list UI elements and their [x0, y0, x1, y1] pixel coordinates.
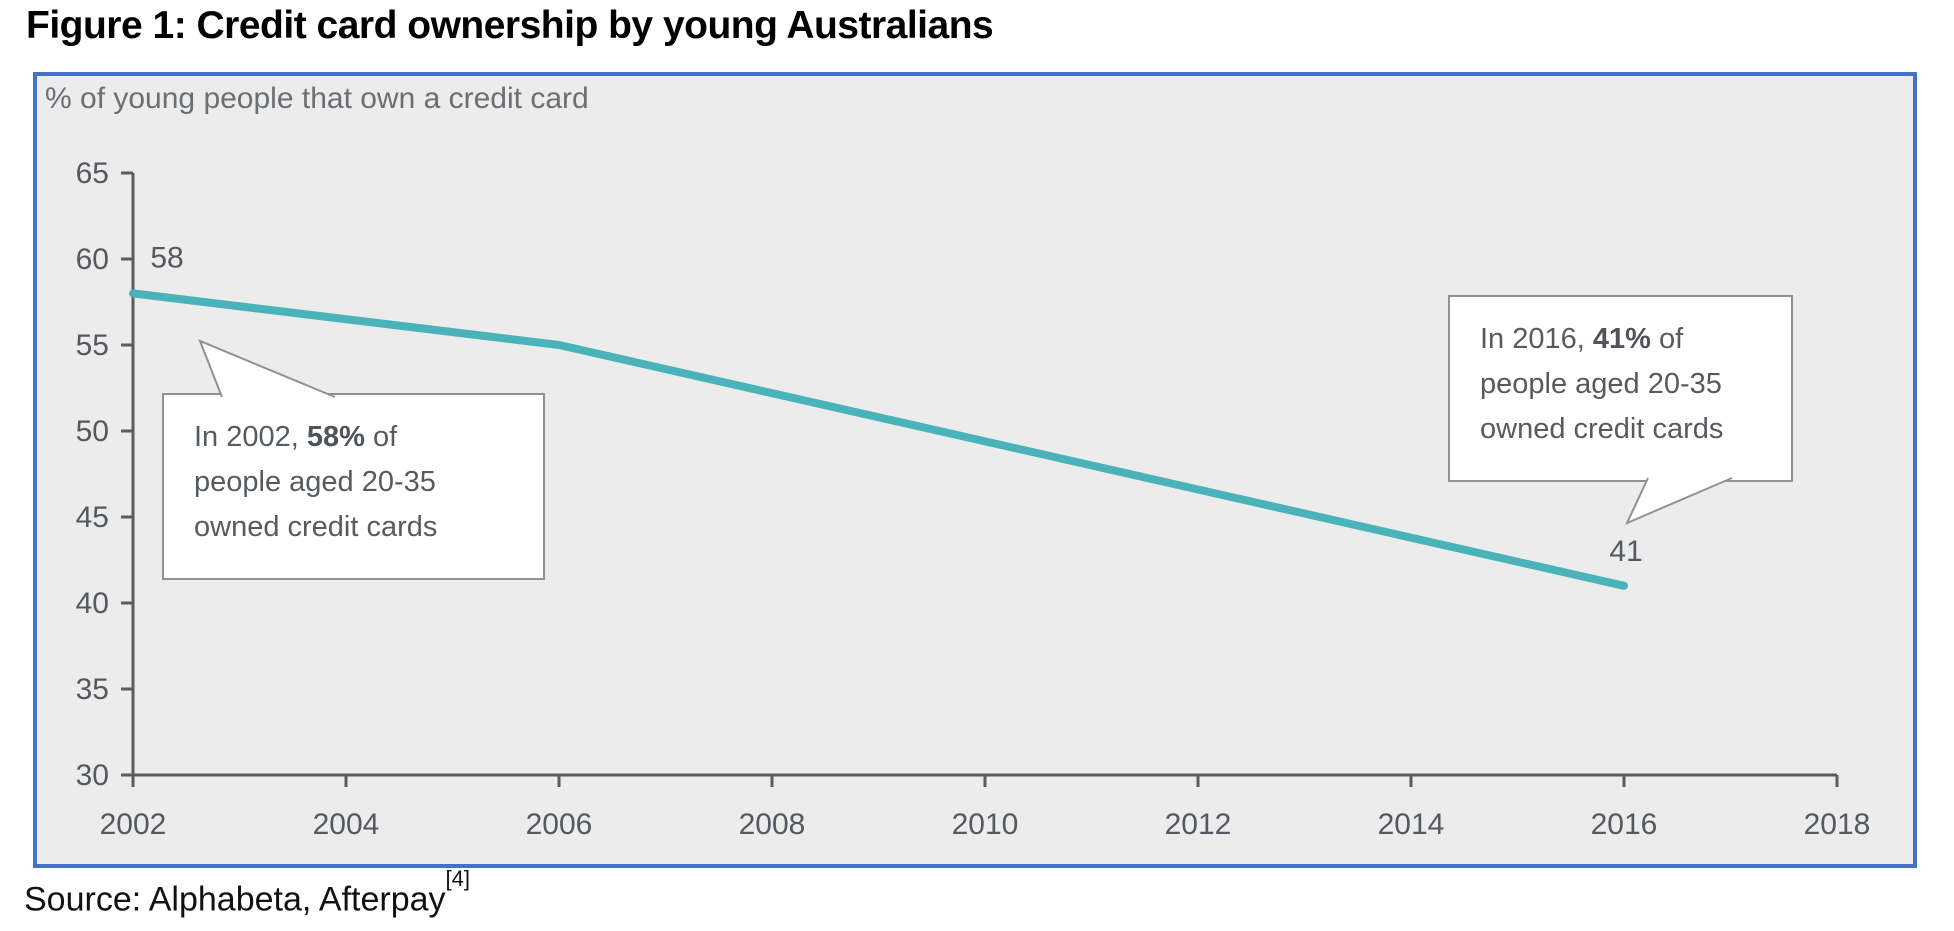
data-point-label: 58	[150, 241, 183, 274]
callout-2016: In 2016, 41% of people aged 20-35 owned …	[1448, 295, 1793, 482]
callout-2002-value: 58%	[306, 421, 365, 453]
y-axis-tick-label: 40	[76, 587, 109, 620]
x-axis-tick-label: 2016	[1591, 808, 1658, 841]
chart-area: 30 35 40 45 50 55 60 65 2002 2004 2006 2008 2010 2012…	[33, 72, 1917, 868]
callout-2016-line2: people aged 20-35	[1480, 368, 1722, 400]
line-chart-plot: 30 35 40 45 50 55 60 65 2002 2004 2006 2008 2010 2012…	[76, 157, 1871, 841]
source-note: Source: Alphabeta, Afterpay[4]	[24, 866, 470, 919]
credit-card-ownership-line	[129, 289, 1628, 590]
callout-2002-line2: people aged 20-35	[194, 466, 436, 498]
source-footnote-ref: [4]	[445, 866, 470, 891]
callout-2016-line3: owned credit cards	[1480, 413, 1724, 445]
x-axis-tick-label: 2014	[1378, 808, 1445, 841]
callout-2016-value: 41%	[1592, 323, 1651, 355]
callout-2016-line1: In 2016, 41% of	[1480, 323, 1684, 355]
x-axis-tick-label: 2006	[526, 808, 593, 841]
figure-title: Figure 1: Credit card ownership by young…	[26, 4, 994, 47]
x-axis-tick-label: 2004	[313, 808, 380, 841]
x-axis-tick-label: 2010	[952, 808, 1019, 841]
y-axis-tick-label: 55	[76, 329, 109, 362]
callout-2002-line1: In 2002, 58% of	[194, 421, 398, 453]
y-axis-tick-label: 65	[76, 157, 109, 190]
callout-2002: In 2002, 58% of people aged 20-35 owned …	[162, 393, 545, 580]
data-point-label: 41	[1609, 535, 1642, 568]
chart-subtitle: % of young people that own a credit card	[45, 82, 589, 115]
y-axis-tick-label: 35	[76, 673, 109, 706]
y-axis-tick-label: 45	[76, 501, 109, 534]
x-axis-tick-label: 2018	[1804, 808, 1871, 841]
x-axis-tick-label: 2012	[1165, 808, 1232, 841]
y-axis-tick-label: 60	[76, 243, 109, 276]
x-axis-tick-label: 2008	[739, 808, 806, 841]
y-axis-tick-label: 30	[76, 759, 109, 792]
callout-2002-line3: owned credit cards	[194, 511, 438, 543]
x-axis-tick-label: 2002	[100, 808, 167, 841]
y-axis-tick-label: 50	[76, 415, 109, 448]
